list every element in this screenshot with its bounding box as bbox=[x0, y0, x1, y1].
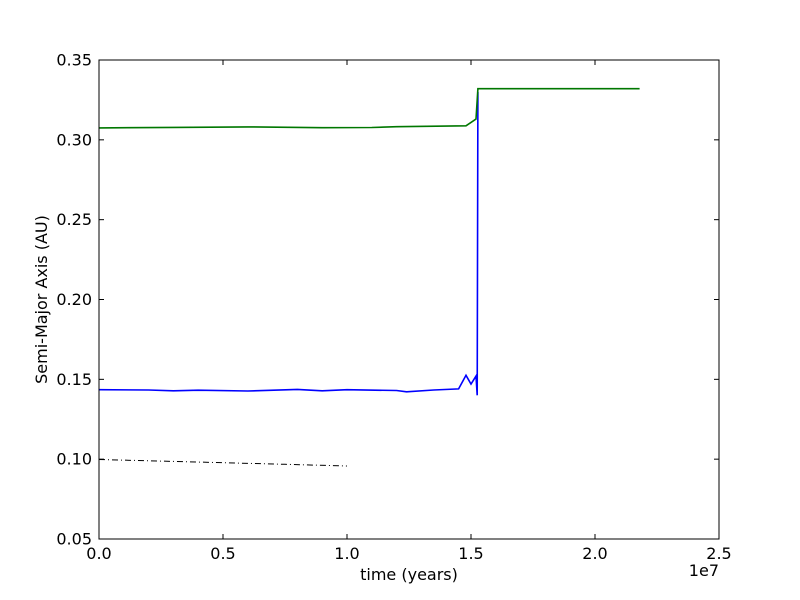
y-tick-label: 0.05 bbox=[56, 530, 92, 549]
series-line-1 bbox=[98, 91, 479, 396]
y-tick-label: 0.10 bbox=[56, 450, 92, 469]
x-axis-label: time (years) bbox=[360, 565, 458, 584]
y-axis-label: Semi-Major Axis (AU) bbox=[32, 215, 51, 384]
x-tick-label: 2.5 bbox=[706, 544, 731, 563]
x-tick-label: 1.5 bbox=[458, 544, 483, 563]
axes-frame bbox=[98, 59, 720, 540]
series-line-3 bbox=[98, 459, 348, 467]
y-tick-label: 0.20 bbox=[56, 290, 92, 309]
series-line-2 bbox=[98, 87, 640, 129]
x-tick-label: 2.0 bbox=[582, 544, 607, 563]
x-tick-label: 0.5 bbox=[210, 544, 235, 563]
plot-area bbox=[98, 87, 640, 467]
axis-tick-labels: 0.0 0.5 1.0 1.5 2.0 2.5 0.05 0.10 0.15 0.20 0.25 0.… bbox=[56, 51, 731, 564]
x-axis-offset-label: 1e7 bbox=[689, 561, 719, 580]
y-tick-label: 0.30 bbox=[56, 130, 92, 149]
x-tick-label: 1.0 bbox=[334, 544, 359, 563]
x-tick-label: 0.0 bbox=[86, 544, 111, 563]
y-tick-label: 0.25 bbox=[56, 210, 92, 229]
y-tick-label: 0.35 bbox=[56, 51, 92, 70]
y-tick-label: 0.15 bbox=[56, 370, 92, 389]
